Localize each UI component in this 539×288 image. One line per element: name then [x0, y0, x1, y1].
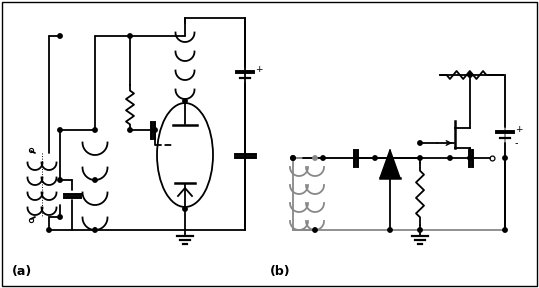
- Circle shape: [503, 228, 507, 232]
- Text: (b): (b): [270, 265, 291, 278]
- Circle shape: [183, 99, 187, 103]
- Circle shape: [58, 34, 62, 38]
- Circle shape: [418, 156, 422, 160]
- Text: +: +: [255, 65, 262, 73]
- Circle shape: [418, 228, 422, 232]
- Circle shape: [128, 128, 132, 132]
- Circle shape: [388, 156, 392, 160]
- Circle shape: [58, 178, 62, 182]
- Circle shape: [373, 156, 377, 160]
- Circle shape: [291, 156, 295, 160]
- Text: -: -: [515, 138, 519, 148]
- Circle shape: [468, 156, 472, 160]
- Circle shape: [503, 156, 507, 160]
- Circle shape: [93, 128, 97, 132]
- Polygon shape: [380, 150, 400, 178]
- Circle shape: [291, 156, 295, 160]
- Circle shape: [448, 156, 452, 160]
- Circle shape: [388, 228, 392, 232]
- Circle shape: [58, 215, 62, 219]
- Circle shape: [93, 178, 97, 182]
- Circle shape: [418, 141, 422, 145]
- Circle shape: [93, 228, 97, 232]
- Circle shape: [47, 228, 51, 232]
- Circle shape: [321, 156, 325, 160]
- Circle shape: [468, 73, 472, 77]
- Circle shape: [153, 128, 157, 132]
- Circle shape: [128, 34, 132, 38]
- Circle shape: [313, 228, 317, 232]
- Circle shape: [313, 156, 317, 160]
- Circle shape: [183, 207, 187, 211]
- Circle shape: [58, 128, 62, 132]
- Text: +: +: [515, 124, 522, 134]
- Text: (a): (a): [12, 265, 32, 278]
